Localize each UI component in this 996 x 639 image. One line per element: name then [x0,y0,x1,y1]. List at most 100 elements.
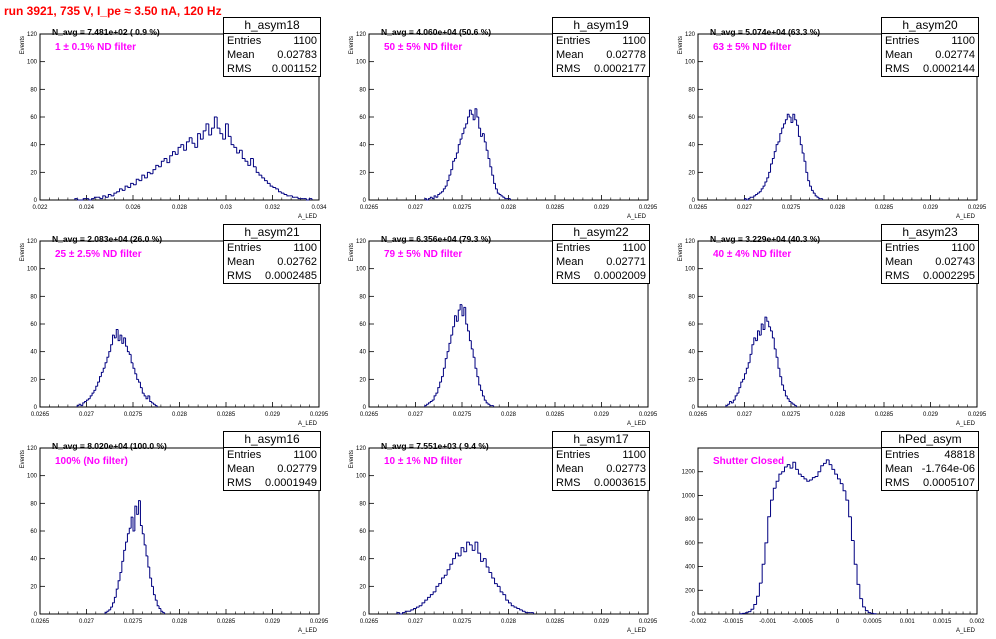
histogram-name: h_asym19 [553,18,649,34]
y-tick-label: 20 [30,584,37,590]
histogram-bin [105,363,107,369]
histogram-bin [159,606,161,609]
histogram-bin [477,368,479,376]
histogram-bin [436,393,438,396]
histogram-bin [113,603,115,607]
histogram-bin [769,321,771,327]
stat-label: RMS [885,269,909,283]
stat-value: 48818 [944,448,975,462]
histogram-bin [477,109,479,117]
stat-value: 0.02778 [606,48,646,62]
histogram-bin [497,584,500,587]
histogram-bin [469,331,471,341]
x-tick-label: 0.028 [830,205,846,211]
histogram-bin [865,607,868,611]
x-tick-label: 0.022 [32,205,48,211]
x-tick-label: 0.0275 [124,619,143,625]
histogram-bin [522,610,525,611]
stat-value: 1100 [622,241,646,255]
histogram-bin [267,181,270,184]
histogram-bin [489,567,492,573]
stat-value: 1100 [293,241,317,255]
histogram-bin [100,377,102,383]
histogram-bin [129,528,131,534]
histogram-bin [88,399,90,400]
histogram-bin [817,196,819,197]
histogram-bin [772,159,774,165]
histogram-bin [486,400,488,403]
histogram-bin [806,161,808,172]
histogram-bin [111,345,113,352]
stat-value: 0.0002177 [594,62,646,76]
histogram-bin [103,368,105,372]
y-tick-label: 40 [30,350,37,356]
histogram-bin [416,607,419,608]
x-tick-label: 0.0285 [546,205,565,211]
x-tick-label: 0.032 [265,205,281,211]
stat-label: RMS [556,476,580,490]
x-tick-label: -0.0015 [723,619,744,625]
navg-label: N_avg = 4.060e+04 (50.6 %) [381,27,491,37]
histogram-bin [767,178,769,182]
x-tick-label: 0.029 [923,412,939,418]
histogram-bin [443,189,445,192]
histogram-bin [795,404,797,405]
histogram-bin [427,404,429,405]
histogram-bin [127,346,129,352]
histogram-bin [490,159,492,167]
histogram-bin [819,197,821,198]
histogram-bin [503,196,505,197]
histogram-bin [750,354,752,362]
x-axis-title: A_LED [956,214,976,220]
x-tick-label: 0.0275 [124,412,143,418]
stat-value: 1100 [293,34,317,48]
stat-label: RMS [556,269,580,283]
histogram-bin [262,175,265,178]
histogram-bin [450,564,453,570]
stat-label: RMS [227,476,251,490]
y-tick-label: 120 [27,239,38,245]
stat-value: 1100 [951,34,975,48]
stat-label: Entries [885,241,919,255]
histogram-bin [771,164,773,172]
histogram-bin [789,399,791,402]
x-tick-label: 0.029 [594,205,610,211]
histogram-bin [284,193,287,194]
x-axis-title: A_LED [627,421,647,427]
stat-label: RMS [885,62,909,76]
y-tick-label: 40 [688,143,695,149]
histogram-series [745,114,823,200]
x-tick-label: 0.027 [408,205,424,211]
histogram-series [740,460,877,614]
filter-label: 40 ± 4% ND filter [713,249,791,260]
filter-label: 63 ± 5% ND filter [713,42,791,53]
filter-label: 79 ± 5% ND filter [384,249,462,260]
y-tick-label: 100 [356,267,367,273]
x-tick-label: 0.0285 [217,619,236,625]
x-tick-label: 0.0295 [310,619,329,625]
histogram-name: h_asym20 [882,18,978,34]
histogram-bin [778,357,780,368]
histogram-bin [774,338,776,349]
histogram-bin [782,472,785,474]
x-tick-label: 0.024 [79,205,95,211]
filter-label: 50 ± 5% ND filter [384,42,462,53]
x-tick-label: 0.0275 [782,412,801,418]
histogram-bin [453,559,456,565]
y-tick-label: 20 [688,170,695,176]
navg-label: N_avg = 7.481e+02 ( 0.9 %) [52,27,160,37]
y-tick-label: 120 [356,32,367,38]
histogram-bin [466,307,468,324]
histogram-bin [506,595,509,601]
histogram-bin [253,159,256,167]
histogram-bin [139,379,141,382]
histogram-bin [785,120,787,124]
x-axis-title: A_LED [298,628,318,634]
stat-label: RMS [556,62,580,76]
histogram-bin [787,396,789,399]
histogram-bin [142,525,144,533]
histogram-bin [739,388,741,394]
histogram-bin [442,192,444,193]
